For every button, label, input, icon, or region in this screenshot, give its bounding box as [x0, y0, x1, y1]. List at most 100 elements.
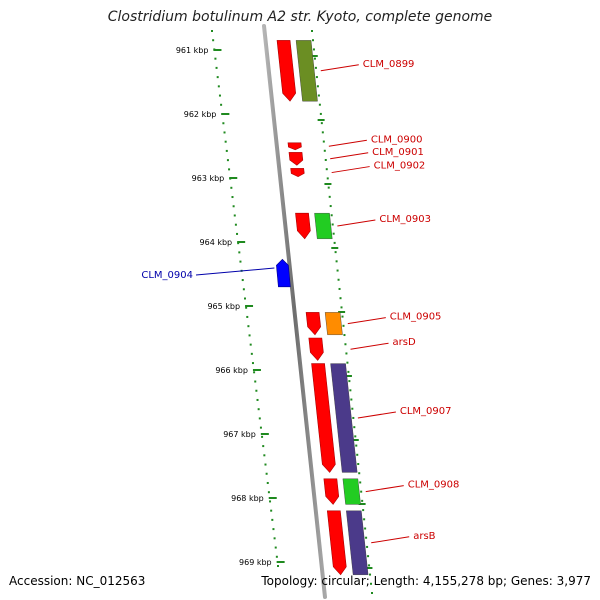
- ruler-dot: [231, 196, 234, 199]
- feature-bar-CLM_0907[interactable]: [330, 363, 358, 473]
- ruler-dot: [255, 389, 258, 392]
- gene-leader-line: [320, 64, 359, 72]
- ruler-dot: [253, 371, 256, 374]
- track-dot: [339, 297, 342, 300]
- feature-bar-arsB[interactable]: [346, 510, 369, 575]
- track-dot: [318, 103, 321, 106]
- gene-label-CLM_0907[interactable]: CLM_0907: [400, 406, 452, 417]
- feature-bar-CLM_0905[interactable]: [324, 312, 343, 335]
- ruler-dot: [250, 352, 253, 355]
- feature-bar-CLM_0903[interactable]: [314, 212, 333, 240]
- track-dot: [341, 315, 344, 318]
- topology-label: Topology: circular; Length: 4,155,278 bp…: [261, 574, 591, 588]
- ruler-tick-label: 963 kbp: [192, 174, 225, 183]
- feature-bar-CLM_0908[interactable]: [342, 478, 361, 505]
- track-dot: [333, 241, 336, 244]
- ruler-dot: [232, 205, 235, 208]
- ruler-dot: [230, 186, 233, 189]
- track-dot: [331, 223, 334, 226]
- gene-arrow-CLM_0899[interactable]: [276, 40, 296, 102]
- track-dot: [344, 343, 347, 346]
- gene-label-CLM_0900[interactable]: CLM_0900: [371, 134, 423, 145]
- ruler-dot: [248, 334, 251, 337]
- ruler-dot: [236, 232, 239, 235]
- ruler-dot: [273, 537, 276, 540]
- track-tick: [351, 439, 359, 441]
- gene-arrow-CLM_0904[interactable]: [276, 258, 291, 288]
- track-dot: [311, 30, 313, 32]
- ruler-dot: [271, 518, 274, 521]
- track-tick: [338, 311, 346, 313]
- gene-leader-line: [195, 267, 275, 276]
- ruler-tick-label: 962 kbp: [184, 110, 217, 119]
- track-dot: [345, 352, 348, 355]
- track-dot: [343, 334, 346, 337]
- gene-arrow-CLM_0900[interactable]: [287, 142, 302, 151]
- track-dot: [361, 499, 364, 502]
- track-tick: [365, 567, 373, 569]
- gene-leader-line: [328, 139, 367, 147]
- track-dot: [342, 324, 345, 327]
- gene-label-CLM_0905[interactable]: CLM_0905: [390, 312, 442, 323]
- gene-arrow-CLM_0901[interactable]: [288, 152, 304, 166]
- ruler-tick-label: 965 kbp: [207, 302, 240, 311]
- track-dot: [370, 582, 373, 585]
- gene-label-arsB[interactable]: arsB: [413, 531, 435, 542]
- ruler-dot: [245, 306, 248, 309]
- ruler-dot: [247, 325, 250, 328]
- track-dot: [359, 481, 362, 484]
- genome-axis-line: [262, 24, 327, 599]
- gene-arrow-CLM_0903[interactable]: [295, 212, 311, 240]
- ruler-tick-label: 964 kbp: [200, 238, 233, 247]
- track-dot: [315, 76, 318, 79]
- track-dot: [330, 214, 333, 217]
- ruler-dot: [254, 380, 257, 383]
- ruler-dot: [274, 546, 277, 549]
- ruler-tick-label: 967 kbp: [223, 430, 256, 439]
- gene-arrow-arsD[interactable]: [308, 337, 324, 361]
- gene-arrow-CLM_0907[interactable]: [311, 363, 336, 473]
- track-dot: [357, 463, 360, 466]
- track-dot: [346, 361, 349, 364]
- ruler-dot: [259, 426, 262, 429]
- ruler-tick: [268, 497, 277, 499]
- track-dot: [326, 177, 329, 180]
- gene-label-CLM_0908[interactable]: CLM_0908: [408, 480, 460, 491]
- ruler-dot: [226, 159, 229, 162]
- track-dot: [336, 269, 339, 272]
- track-dot: [329, 205, 332, 208]
- gene-label-CLM_0902[interactable]: CLM_0902: [374, 161, 426, 172]
- track-dot: [369, 573, 372, 576]
- ruler-dot: [224, 140, 227, 143]
- ruler-tick-label: 966 kbp: [215, 366, 248, 375]
- track-dot: [354, 435, 357, 438]
- gene-label-CLM_0901[interactable]: CLM_0901: [372, 147, 424, 158]
- gene-label-CLM_0904[interactable]: CLM_0904: [141, 270, 193, 281]
- track-dot: [324, 158, 327, 161]
- ruler-tick-label: 961 kbp: [176, 46, 209, 55]
- gene-label-CLM_0903[interactable]: CLM_0903: [379, 214, 431, 225]
- gene-leader-line: [337, 219, 376, 227]
- ruler-tick: [252, 369, 261, 371]
- track-dot: [322, 140, 325, 143]
- track-dot: [325, 168, 328, 171]
- gene-label-arsD[interactable]: arsD: [393, 337, 416, 348]
- gene-arrow-CLM_0902[interactable]: [290, 168, 305, 178]
- track-dot: [335, 260, 338, 263]
- gene-label-CLM_0899[interactable]: CLM_0899: [363, 59, 415, 70]
- genome-title: Clostridium botulinum A2 str. Kyoto, com…: [107, 9, 493, 25]
- gene-arrow-CLM_0908[interactable]: [323, 478, 340, 505]
- ruler-dot: [244, 297, 246, 300]
- track-dot: [366, 545, 369, 548]
- ruler-dot: [215, 66, 218, 69]
- ruler-dot: [257, 408, 260, 411]
- track-tick: [344, 375, 352, 377]
- gene-arrow-CLM_0905[interactable]: [305, 312, 321, 336]
- track-dot: [358, 472, 361, 475]
- ruler-dot: [238, 251, 241, 254]
- ruler-dot: [263, 454, 266, 457]
- feature-bar-CLM_0899[interactable]: [295, 40, 318, 102]
- gene-arrow-arsB[interactable]: [326, 510, 347, 576]
